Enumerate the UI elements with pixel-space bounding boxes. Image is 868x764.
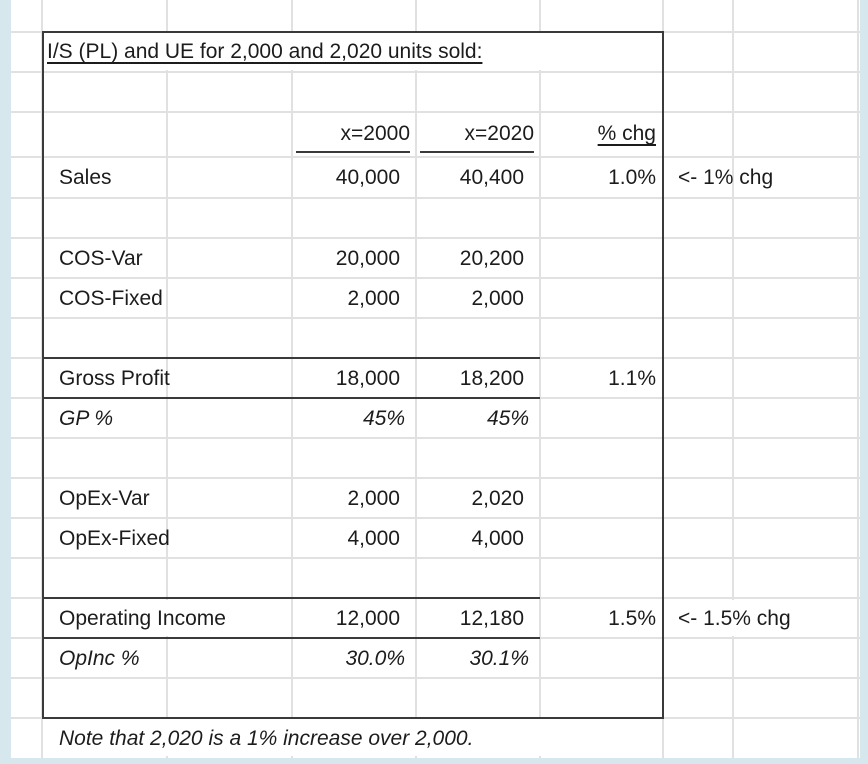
gridline [415,0,417,758]
header-underline [296,151,410,153]
gridline [11,71,860,73]
gridline [857,0,859,758]
gp-pct-x2020: 45% [486,407,529,430]
row-label-operating-income: Operating Income [59,607,226,630]
cos-fixed-x2000: 2,000 [347,287,400,310]
header-x2020: x=2020 [464,122,534,145]
gp-pct-x2000: 45% [362,407,405,430]
spreadsheet-grid[interactable]: I/S (PL) and UE for 2,000 and 2,020 unit… [11,0,860,758]
cos-var-x2020: 20,200 [459,247,524,270]
gridline [11,237,860,239]
gridline [11,517,860,519]
row-label-cos-var: COS-Var [59,247,143,270]
row-label-opex-fixed: OpEx-Fixed [59,527,170,550]
gridline [11,557,860,559]
gross-profit-pct-change: 1.1% [608,367,656,390]
sales-x2000: 40,000 [335,166,400,189]
title-merged-cell [44,33,661,70]
footnote-overflow [44,719,661,756]
gridline [732,0,734,758]
gridline [11,156,860,158]
cos-fixed-x2020: 2,000 [471,287,524,310]
gridline [11,277,860,279]
gridline [11,437,860,439]
footnote: Note that 2,020 is a 1% increase over 2,… [59,727,474,750]
header-pct-change: % chg [597,122,656,145]
gridline [11,317,860,319]
sales-note: <- 1% chg [678,166,774,189]
cos-var-x2000: 20,000 [335,247,400,270]
header-x2000: x=2000 [340,122,410,145]
operating-income-top-border [42,597,540,599]
row-label-gross-profit: Gross Profit [59,367,170,390]
gridline [11,677,860,679]
operating-income-x2000: 12,000 [335,607,400,630]
operating-income-pct-change: 1.5% [608,607,656,630]
opex-var-x2020: 2,020 [471,487,524,510]
gridline [11,477,860,479]
operating-income-note-overflow [664,600,856,636]
gridline [291,0,293,758]
gridline [539,0,541,758]
gross-profit-x2020: 18,200 [459,367,524,390]
opex-fixed-x2020: 4,000 [471,527,524,550]
gridline [11,111,860,113]
header-underline [420,151,534,153]
sales-pct-change: 1.0% [608,166,656,189]
gross-profit-x2000: 18,000 [335,367,400,390]
opex-fixed-x2000: 4,000 [347,527,400,550]
row-label-cos-fixed: COS-Fixed [59,287,163,310]
statement-title: I/S (PL) and UE for 2,000 and 2,020 unit… [47,40,483,63]
opinc-pct-x2000: 30.0% [345,647,405,670]
row-label-sales: Sales [59,166,112,189]
operating-income-note: <- 1.5% chg [678,607,791,630]
row-label-opex-var: OpEx-Var [59,487,150,510]
gross-profit-top-border [42,357,540,359]
statement-box [42,31,664,719]
opex-var-x2000: 2,000 [347,487,400,510]
row-label-gp-pct: GP % [59,407,114,430]
gridline [166,0,168,758]
operating-income-label-overflow [44,600,290,636]
row-label-opinc-pct: OpInc % [59,647,140,670]
gridline [11,197,860,199]
sales-x2020: 40,400 [459,166,524,189]
operating-income-x2020: 12,180 [459,607,524,630]
operating-income-bottom-border [42,637,540,639]
opinc-pct-x2020: 30.1% [469,647,529,670]
gross-profit-bottom-border [42,397,540,399]
